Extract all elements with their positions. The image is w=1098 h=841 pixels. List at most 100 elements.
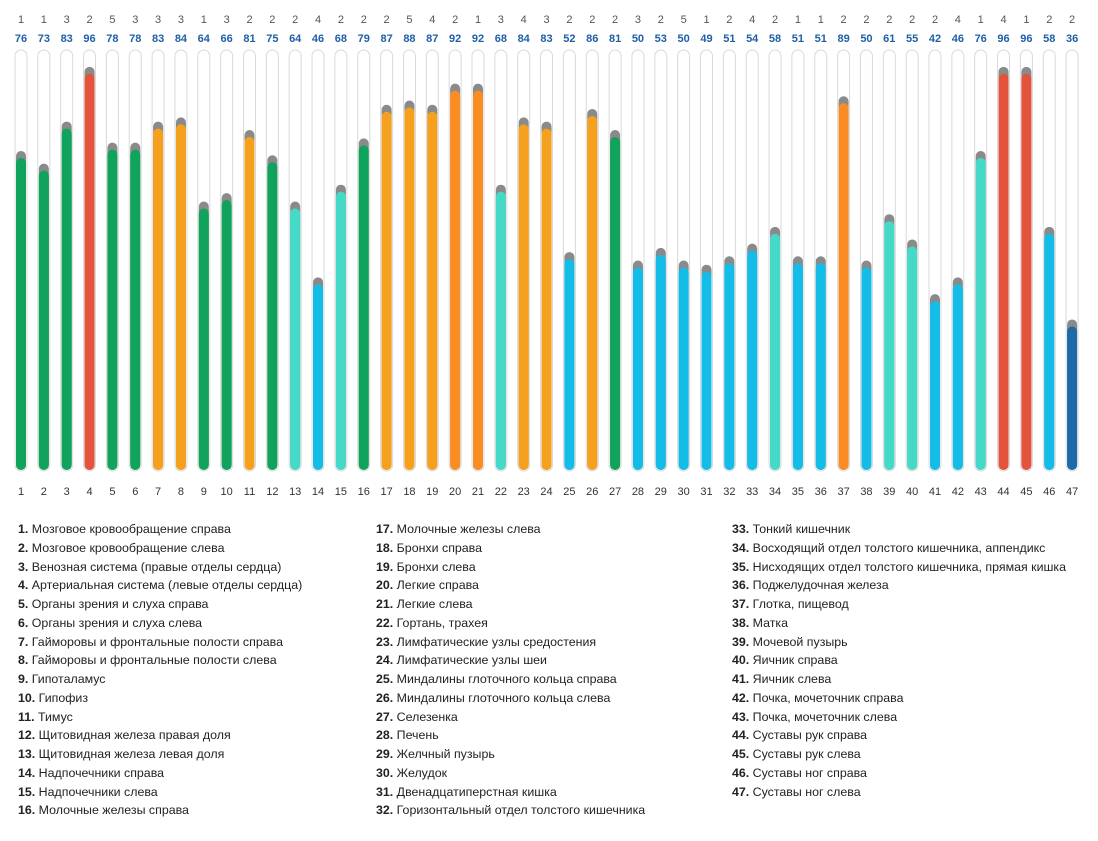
legend-item: 38. Матка <box>732 614 1082 633</box>
legend-item-number: 6. <box>18 615 29 630</box>
top-count-label: 5 <box>406 14 412 26</box>
legend-item-label: Молочные железы слева <box>393 522 541 536</box>
top-value-label: 54 <box>746 33 759 45</box>
category-label: 23 <box>518 486 530 498</box>
bar <box>610 136 621 471</box>
legend-item: 21. Легкие слева <box>376 595 726 614</box>
bar <box>907 246 918 470</box>
top-count-label: 1 <box>475 14 481 26</box>
bar <box>518 124 529 471</box>
bar <box>655 254 666 470</box>
legend-item-number: 29. <box>376 747 394 761</box>
legend-item-number: 8. <box>18 653 29 668</box>
legend-item-number: 37. <box>732 597 750 611</box>
legend-item-number: 31. <box>376 784 394 799</box>
top-value-label: 66 <box>221 33 233 45</box>
legend-item-label: Печень <box>393 728 439 743</box>
top-value-label: 96 <box>997 33 1009 45</box>
legend-item-number: 14. <box>18 765 36 780</box>
legend-column: 1. Мозговое кровообращение справа 2. Мозг… <box>18 520 368 820</box>
top-value-label: 96 <box>1020 33 1032 45</box>
legend-item-label: Бронхи слева <box>393 559 476 574</box>
legend-item-number: 22. <box>376 615 394 630</box>
bar <box>61 128 72 470</box>
category-label: 10 <box>221 486 233 498</box>
legend-item-number: 16. <box>18 803 36 818</box>
legend-item-label: Суставы рук справа <box>749 728 868 743</box>
top-value-label: 51 <box>792 33 804 45</box>
bar <box>244 136 255 471</box>
top-value-label: 50 <box>860 33 872 45</box>
bar <box>884 221 895 470</box>
top-value-label: 64 <box>289 33 302 45</box>
category-label: 25 <box>563 486 575 498</box>
bar <box>792 263 803 470</box>
category-label: 47 <box>1066 486 1078 498</box>
top-count-label: 3 <box>132 14 138 26</box>
top-count-label: 1 <box>201 14 207 26</box>
top-count-label: 1 <box>703 14 709 26</box>
category-label: 32 <box>723 486 735 498</box>
legend-item: 39. Мочевой пузырь <box>732 633 1082 652</box>
legend-item-label: Мозговое кровообращение справа <box>28 522 231 536</box>
category-label: 2 <box>41 486 47 498</box>
legend-item-label: Мочевой пузырь <box>749 634 848 649</box>
legend-item-label: Надпочечники справа <box>35 765 165 780</box>
top-value-label: 81 <box>609 33 621 45</box>
category-label: 40 <box>906 486 918 498</box>
category-label: 38 <box>860 486 872 498</box>
legend-item-number: 2. <box>18 540 29 555</box>
top-count-label: 4 <box>955 14 961 26</box>
legend-item-number: 27. <box>376 709 394 724</box>
bar <box>1067 326 1078 470</box>
bar <box>335 191 346 470</box>
legend-item-number: 47. <box>732 784 750 799</box>
legend-item-number: 36. <box>732 578 750 593</box>
legend-item-number: 38. <box>732 615 750 630</box>
top-value-label: 76 <box>975 33 987 45</box>
category-label: 5 <box>109 486 115 498</box>
legend-item-number: 32. <box>376 803 394 818</box>
top-value-label: 51 <box>815 33 827 45</box>
top-count-label: 1 <box>18 14 24 26</box>
legend-item-label: Почка, мочеточник слева <box>749 709 898 724</box>
top-value-label: 58 <box>769 33 781 45</box>
legend-item-number: 46. <box>732 765 750 780</box>
category-label: 42 <box>952 486 964 498</box>
category-label: 39 <box>883 486 895 498</box>
category-label: 17 <box>380 486 392 498</box>
top-count-label: 1 <box>978 14 984 26</box>
legend-item-label: Тимус <box>34 709 73 724</box>
legend-item: 9. Гипоталамус <box>18 670 368 689</box>
top-value-label: 78 <box>129 33 141 45</box>
category-label: 35 <box>792 486 804 498</box>
top-value-label: 52 <box>563 33 575 45</box>
top-count-label: 2 <box>932 14 938 26</box>
legend-item-label: Двенадцатиперстная кишка <box>393 784 557 799</box>
legend-item-number: 7. <box>18 634 29 649</box>
legend-item: 25. Миндалины глоточного кольца справа <box>376 670 726 689</box>
top-value-label: 73 <box>38 33 50 45</box>
top-count-label: 2 <box>361 14 367 26</box>
category-label: 1 <box>18 486 24 498</box>
top-count-label: 2 <box>1069 14 1075 26</box>
top-count-label: 2 <box>452 14 458 26</box>
legend-item-label: Селезенка <box>393 709 458 724</box>
legend-item: 36. Поджелудочная железа <box>732 576 1082 595</box>
legend-item-number: 26. <box>376 690 394 705</box>
category-label: 6 <box>132 486 138 498</box>
bar <box>770 233 781 470</box>
top-count-label: 2 <box>384 14 390 26</box>
bar <box>495 191 506 470</box>
top-value-label: 84 <box>518 33 531 45</box>
category-label: 9 <box>201 486 207 498</box>
legend-item-label: Гортань, трахея <box>393 615 488 630</box>
legend-item: 13. Щитовидная железа левая доля <box>18 745 368 764</box>
category-label: 44 <box>997 486 1009 498</box>
bar <box>313 284 324 470</box>
legend-item-label: Миндалины глоточного кольца слева <box>393 690 611 705</box>
legend-item: 34. Восходящий отдел толстого кишечника,… <box>732 539 1082 558</box>
category-label: 21 <box>472 486 484 498</box>
category-label: 45 <box>1020 486 1032 498</box>
top-value-label: 88 <box>403 33 415 45</box>
